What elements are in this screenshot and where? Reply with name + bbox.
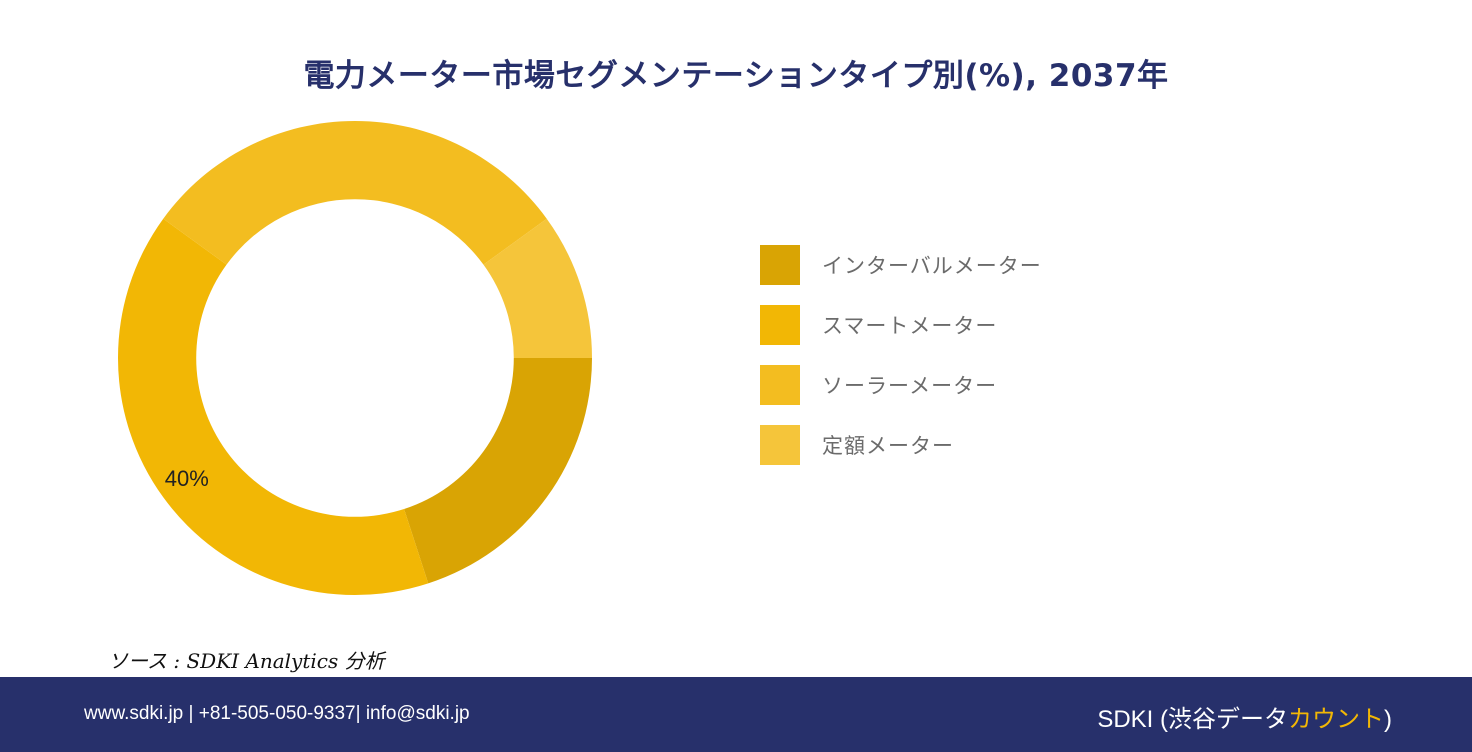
brand-accent: カウント xyxy=(1288,706,1384,733)
legend-item-flat-rate-meter[interactable]: 定額メーター xyxy=(760,425,1042,465)
legend-swatch xyxy=(760,245,800,285)
legend-swatch xyxy=(760,365,800,405)
legend-item-smart-meter[interactable]: スマートメーター xyxy=(760,305,1042,345)
legend-swatch xyxy=(760,425,800,465)
slice-flat-rate-meter[interactable] xyxy=(483,218,592,358)
legend-label: 定額メーター xyxy=(822,434,954,458)
brand-prefix: SDKI (渋谷データ xyxy=(1097,706,1288,733)
footer-contact[interactable]: www.sdki.jp | +81-505-050-9337| info@sdk… xyxy=(84,703,470,724)
legend-item-solar-meter[interactable]: ソーラーメーター xyxy=(760,365,1042,405)
footer-bar: www.sdki.jp | +81-505-050-9337| info@sdk… xyxy=(0,677,1472,752)
legend-swatch xyxy=(760,305,800,345)
legend-label: ソーラーメーター xyxy=(822,374,998,398)
source-note: ソース : SDKI Analytics 分析 xyxy=(108,649,385,673)
legend-label: インターバルメーター xyxy=(822,254,1042,278)
legend-label: スマートメーター xyxy=(822,314,998,338)
legend-item-interval-meter[interactable]: インターバルメーター xyxy=(760,245,1042,285)
slice-solar-meter[interactable] xyxy=(163,121,547,265)
chart-title: 電力メーター市場セグメンテーションタイプ別(%), 2037年 xyxy=(303,58,1169,94)
donut-chart: 40% xyxy=(118,121,592,595)
slice-smart-meter[interactable] xyxy=(118,218,429,595)
brand-suffix: ) xyxy=(1384,706,1392,733)
slice-interval-meter[interactable] xyxy=(404,358,592,584)
slice-data-label: 40% xyxy=(165,466,209,491)
footer-brand: SDKI (渋谷データカウント) xyxy=(1097,699,1392,734)
legend: インターバルメーター スマートメーター ソーラーメーター 定額メーター xyxy=(760,245,1042,485)
